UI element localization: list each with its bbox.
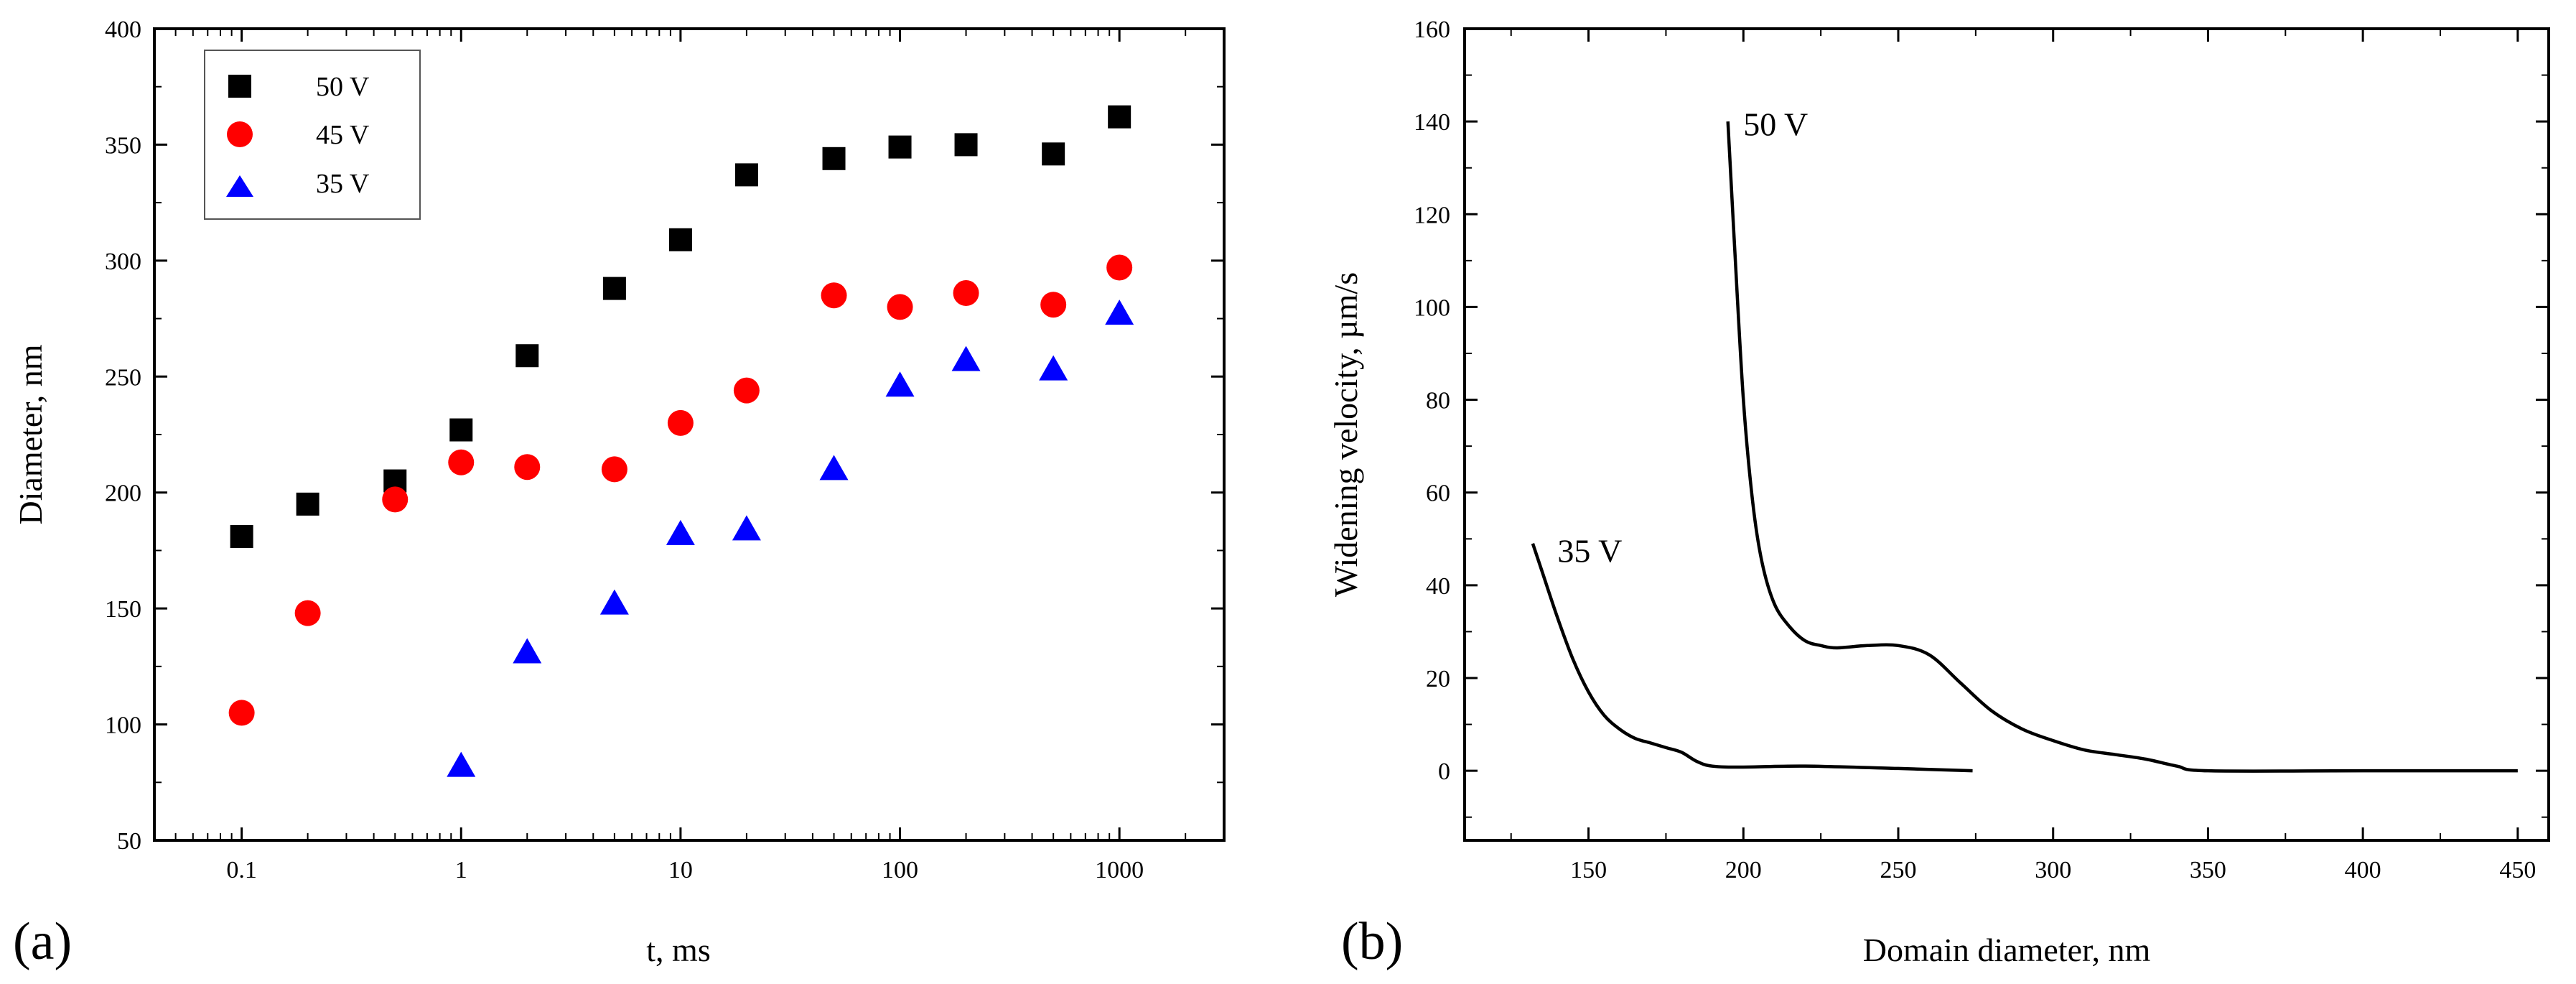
series-line-50v [1726,121,2518,773]
y-tick-label: 140 [1414,109,1450,136]
x-tick-label: 1000 [1095,857,1144,883]
panel-b-plot-frame [1463,27,2550,842]
data-point-square [515,344,539,368]
data-point-square [734,163,758,187]
data-point-square [296,492,319,516]
y-tick-label: 160 [1414,17,1450,43]
data-point-triangle [666,519,695,545]
x-tick-label: 200 [1725,857,1762,883]
x-tick-label: 250 [1880,857,1917,883]
y-tick-label: 250 [105,364,141,391]
panel-a-label: (a) [13,912,72,971]
data-point-circle [667,409,694,436]
y-tick-label: 40 [1426,573,1450,600]
data-point-circle [601,456,627,483]
data-point-circle [821,282,847,309]
panel-b-y-axis-label: Widening velocity, µm/s [1327,272,1364,597]
x-tick-label: 150 [1570,857,1607,883]
data-point-triangle [819,455,849,481]
panel-b-axes: 150 200 250 300 350 400 450 0 20 40 60 80 100 120 140 1… [1414,17,2549,883]
annotation-35v: 35 V [1557,533,1622,570]
panel-b-data-series [1531,121,2518,773]
data-point-triangle [447,751,476,777]
y-tick-label: 400 [105,17,141,43]
legend-label-50v: 50 V [316,72,370,102]
panel-a-legend: 50 V 45 V 35 V [204,50,421,220]
panel-a-y-axis-label: Diameter, nm [12,344,49,524]
x-tick-label: 100 [882,857,918,883]
data-point-circle [382,486,409,513]
data-point-circle [887,294,913,320]
y-tick-label: 60 [1426,481,1450,507]
y-tick-label: 300 [105,249,141,275]
data-point-circle [228,700,255,726]
y-tick-label: 100 [1414,294,1450,321]
x-tick-label: 400 [2345,857,2381,883]
data-point-triangle [599,589,629,615]
data-point-circle [953,280,979,307]
data-point-square [954,133,978,157]
data-point-circle [448,449,475,475]
legend-label-35v: 35 V [316,169,370,199]
x-tick-label: 300 [2035,857,2071,883]
data-point-triangle [951,345,981,371]
y-tick-label: 20 [1426,666,1450,692]
legend-marker-45v [227,121,253,147]
panel-b-label: (b) [1341,912,1403,971]
y-tick-label: 50 [117,828,141,855]
data-point-square [230,525,253,549]
data-point-triangle [885,371,915,397]
data-point-square [888,135,912,159]
data-point-triangle [513,638,542,664]
y-tick-label: 150 [105,596,141,623]
y-tick-label: 80 [1426,388,1450,414]
data-point-circle [733,377,760,404]
data-point-triangle [732,515,761,541]
annotation-50v: 50 V [1743,106,1808,143]
x-tick-label: 10 [668,857,693,883]
data-point-square [1108,105,1131,129]
panel-a-x-axis-label: t, ms [646,932,710,968]
y-tick-label: 200 [105,481,141,507]
y-tick-label: 350 [105,132,141,159]
panel-b-x-axis-label: Domain diameter, nm [1863,932,2151,968]
y-tick-label: 120 [1414,202,1450,228]
x-tick-label: 1 [455,857,467,883]
panel-a-chart: 0.1 1 10 100 1000 50 100 150 200 250 300 350 400 50 … [12,17,1226,971]
data-point-square [1042,142,1065,166]
data-point-square [449,418,473,442]
series-line-35v [1531,543,1973,773]
data-point-circle [514,454,541,481]
data-point-circle [1106,254,1133,281]
panel-a-data-series [228,105,1134,777]
data-point-square [668,228,692,251]
data-point-square [822,147,846,170]
x-tick-label: 350 [2190,857,2226,883]
y-tick-label: 0 [1438,758,1450,785]
data-point-triangle [1105,300,1134,325]
panel-b-chart: 150 200 250 300 350 400 450 0 20 40 60 80 100 120 140 1… [1327,17,2550,971]
data-point-circle [294,600,321,626]
legend-marker-50v [228,75,251,98]
data-point-square [602,277,626,300]
panel-a-axes: 0.1 1 10 100 1000 50 100 150 200 250 300 350 400 [105,17,1225,883]
y-tick-label: 100 [105,713,141,739]
legend-marker-35v [226,175,253,197]
data-point-triangle [1039,355,1068,381]
x-tick-label: 0.1 [226,857,257,883]
data-point-circle [1040,292,1067,318]
legend-label-45v: 45 V [316,120,370,150]
x-tick-label: 450 [2499,857,2536,883]
